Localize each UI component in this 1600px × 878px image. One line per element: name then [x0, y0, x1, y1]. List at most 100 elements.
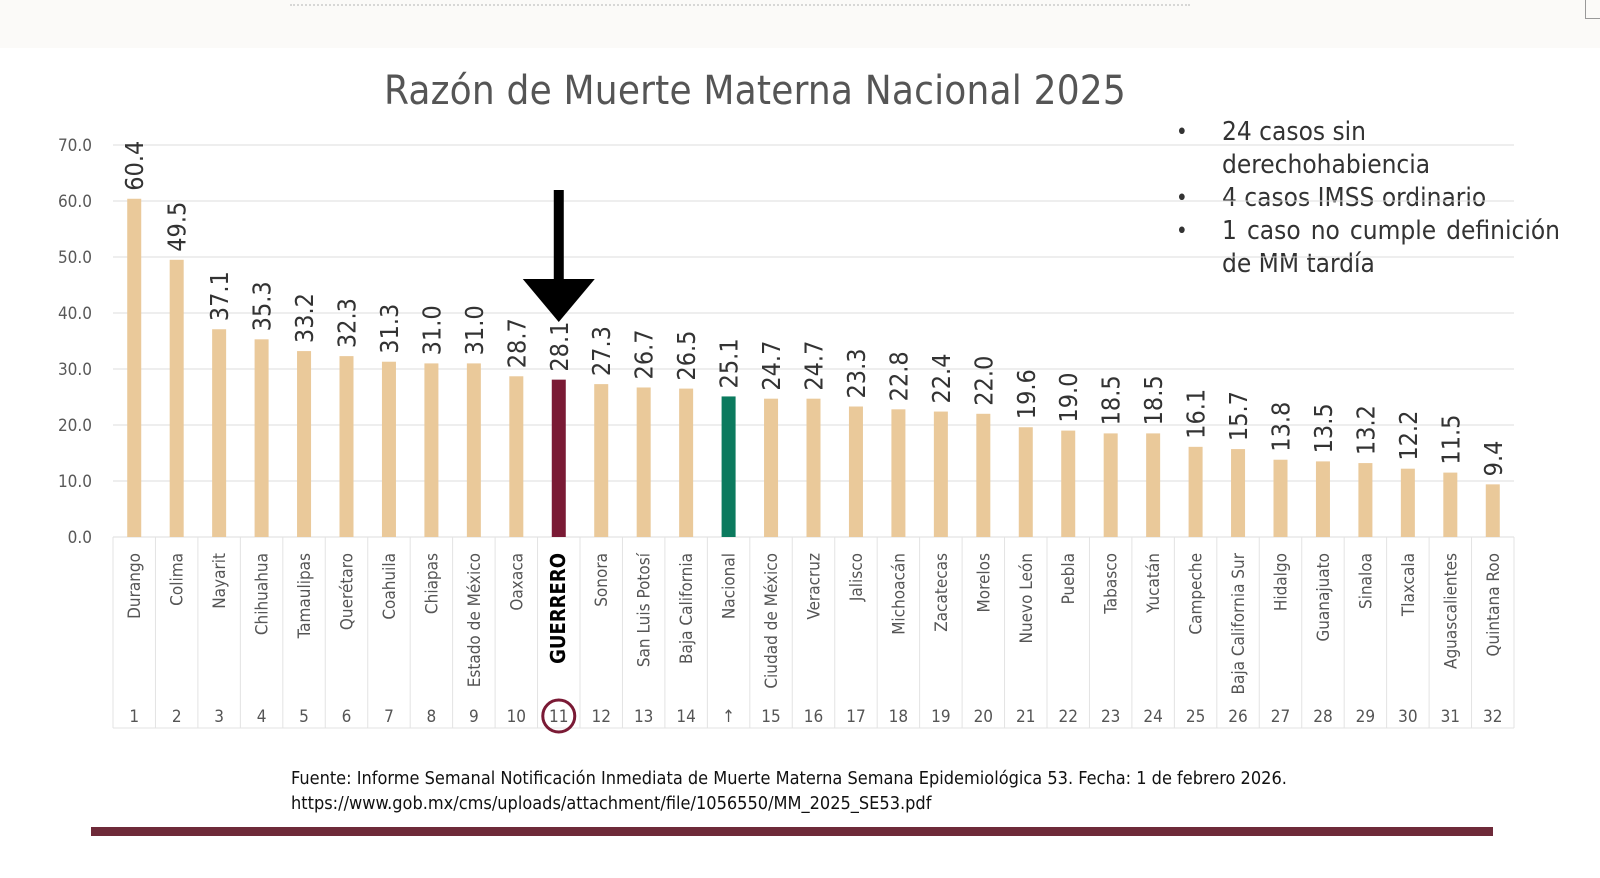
value-label: 18.5	[1097, 375, 1126, 425]
rank-label: 15	[761, 707, 780, 727]
value-label: 25.1	[715, 338, 744, 388]
category-label: Aguascalientes	[1441, 553, 1461, 669]
value-label: 27.3	[587, 326, 616, 376]
rank-label: 23	[1101, 707, 1120, 727]
value-label: 22.8	[884, 351, 913, 401]
category-label: Nacional	[720, 553, 740, 619]
bar	[381, 361, 396, 537]
chart-title: Razón de Muerte Materna Nacional 2025	[384, 68, 1126, 114]
bar-chart: 0.0 10.0 20.0 30.0 40.0 50.0 60.0 70.0 60.4 49.5…	[58, 136, 1515, 734]
rank-label: 29	[1356, 707, 1375, 727]
category-label: Nuevo León	[1017, 553, 1037, 644]
bar	[1018, 427, 1033, 537]
category-label: Tamaulipas	[295, 553, 315, 639]
y-tick-label: 20.0	[58, 416, 92, 436]
bar	[1400, 468, 1415, 537]
bar	[551, 379, 566, 537]
rank-label: 17	[846, 707, 865, 727]
value-label: 33.2	[290, 293, 319, 343]
y-tick-label: 0.0	[68, 528, 92, 548]
value-label: 26.7	[630, 329, 659, 379]
y-tick-label: 30.0	[58, 360, 92, 380]
category-label: Querétaro	[338, 553, 358, 630]
category-label: Ciudad de México	[762, 553, 782, 689]
value-label: 9.4	[1479, 441, 1508, 477]
category-label: Puebla	[1059, 553, 1079, 604]
y-tick-label: 60.0	[58, 192, 92, 212]
bar	[1061, 430, 1076, 537]
bar	[594, 384, 609, 537]
value-label: 31.0	[460, 305, 489, 355]
category-label: Yucatán	[1144, 553, 1164, 614]
rank-label: 16	[804, 707, 823, 727]
note-item: 24 casos sin derechohabiencia	[1176, 116, 1560, 182]
bar	[1443, 472, 1458, 537]
bar	[976, 413, 991, 537]
rank-label: 7	[384, 707, 394, 727]
category-label: GUERRERO	[546, 553, 570, 664]
arrow-shaft	[553, 190, 564, 282]
value-label: 23.3	[842, 348, 871, 398]
category-label: Hidalgo	[1272, 553, 1292, 611]
bar	[1485, 484, 1500, 537]
bar	[891, 409, 906, 537]
rank-label: 20	[974, 707, 993, 727]
rank-label: 26	[1228, 707, 1247, 727]
rank-label: 25	[1186, 707, 1205, 727]
source-url: https://www.gob.mx/cms/uploads/attachmen…	[291, 793, 932, 814]
category-label: Baja California Sur	[1229, 552, 1249, 694]
value-label: 32.3	[333, 298, 362, 348]
category-label: Oaxaca	[507, 553, 527, 611]
bars	[127, 198, 1500, 537]
rank-label: 22	[1058, 707, 1077, 727]
category-label: Sonora	[592, 553, 612, 607]
rank-label: 19	[931, 707, 950, 727]
bar	[933, 411, 948, 537]
value-label: 22.4	[927, 353, 956, 403]
value-label: 31.3	[375, 304, 404, 354]
category-label: Chiapas	[422, 553, 442, 614]
bar	[127, 198, 142, 537]
rank-label: 2	[172, 707, 182, 727]
y-tick-label: 40.0	[58, 304, 92, 324]
rank-labels: 1 2 3 4 5 6 7 8 9 10 11 12 13 14 ↑ 15 16 17 18 19 20 21 22 23 24…	[129, 707, 1502, 727]
category-label: Tlaxcala	[1399, 553, 1419, 617]
rank-label: 1	[129, 707, 139, 727]
value-label: 31.0	[417, 305, 446, 355]
rank-label: 30	[1398, 707, 1417, 727]
value-label: 22.0	[969, 356, 998, 406]
category-label: Nayarit	[210, 553, 230, 609]
arrow-head	[522, 279, 595, 322]
rank-label: 3	[214, 707, 224, 727]
value-label: 28.1	[545, 322, 574, 372]
value-label: 28.7	[502, 318, 531, 368]
value-label: 24.7	[800, 341, 829, 391]
rank-label: 6	[342, 707, 352, 727]
bar	[721, 396, 736, 537]
category-label: San Luis Potosí	[635, 552, 655, 667]
bar	[466, 363, 481, 537]
value-label: 16.1	[1182, 389, 1211, 439]
category-label: Zacatecas	[932, 553, 952, 632]
bar	[1273, 459, 1288, 537]
value-label: 35.3	[248, 281, 277, 331]
value-label: 26.5	[672, 331, 701, 381]
source-note: Fuente: Informe Semanal Notificación Inm…	[291, 766, 1287, 816]
rank-label: 9	[469, 707, 479, 727]
rank-label: 32	[1483, 707, 1502, 727]
rank-label: 31	[1441, 707, 1460, 727]
value-label: 49.5	[163, 202, 192, 252]
y-tick-label: 50.0	[58, 248, 92, 268]
value-label: 24.7	[757, 341, 786, 391]
rank-label: 5	[299, 707, 309, 727]
rank-label: 10	[507, 707, 526, 727]
footer-rule	[91, 827, 1493, 836]
value-label: 60.4	[120, 141, 149, 191]
bar	[1315, 461, 1330, 537]
y-tick-label: 70.0	[58, 136, 92, 156]
highlight-marker	[522, 190, 595, 734]
rank-label: 4	[257, 707, 267, 727]
value-label: 19.0	[1054, 373, 1083, 423]
value-label: 13.8	[1267, 402, 1296, 452]
category-label: Michoacán	[889, 553, 909, 635]
